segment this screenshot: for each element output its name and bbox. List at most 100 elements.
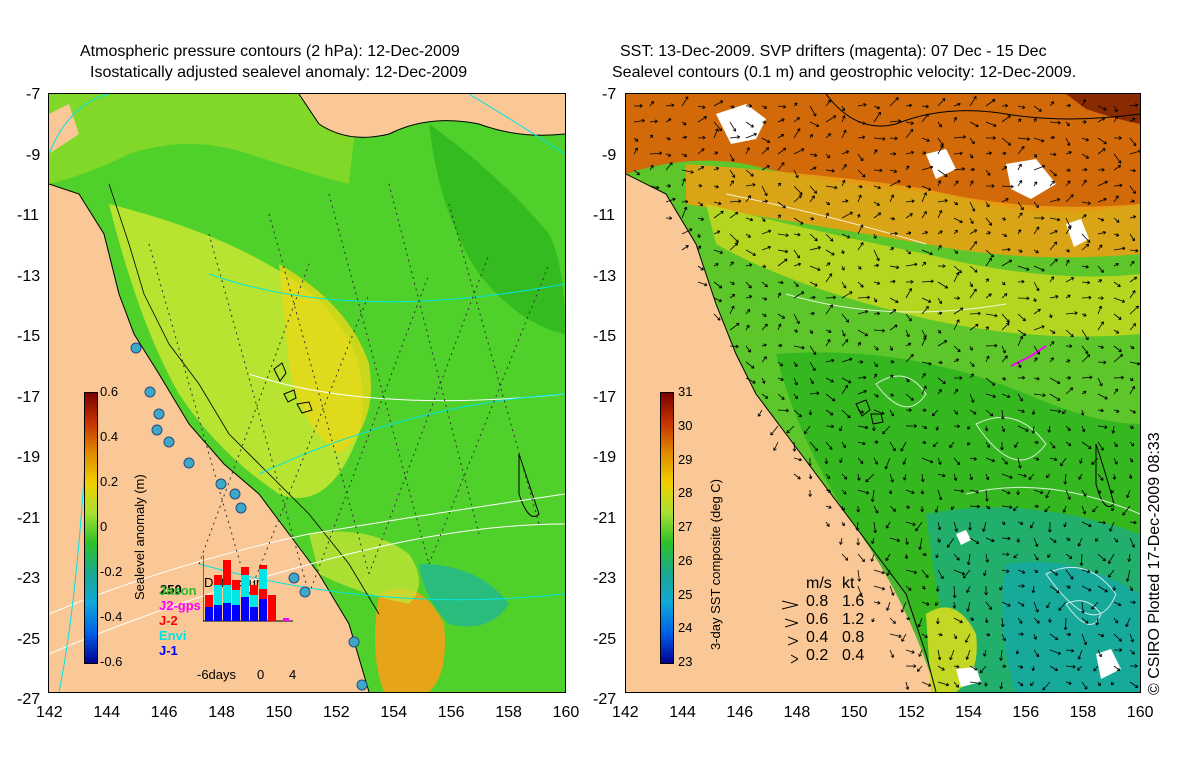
velocity-arrow bbox=[729, 233, 739, 243]
velocity-arrow bbox=[905, 313, 912, 322]
velocity-arrow bbox=[809, 361, 816, 372]
velocity-arrow bbox=[905, 537, 909, 545]
velocity-arrow bbox=[1113, 217, 1120, 223]
x-tick-right: 158 bbox=[1069, 704, 1097, 721]
velocity-arrow bbox=[953, 116, 957, 123]
velocity-arrow bbox=[985, 231, 991, 235]
velocity-arrow bbox=[1097, 117, 1106, 123]
velocity-arrow bbox=[1013, 553, 1019, 559]
velocity-arrow bbox=[1049, 180, 1055, 187]
velocity-arrow bbox=[1013, 505, 1019, 512]
velocity-arrow bbox=[952, 601, 957, 609]
velocity-arrow bbox=[1048, 617, 1052, 623]
velocity-legend-kt: 1.2 bbox=[842, 611, 865, 628]
velocity-arrow bbox=[889, 393, 894, 397]
velocity-arrow bbox=[761, 377, 766, 384]
velocity-arrow bbox=[953, 424, 961, 429]
velocity-arrow bbox=[1129, 290, 1136, 299]
velocity-arrow bbox=[1063, 521, 1067, 528]
velocity-arrow bbox=[1113, 537, 1119, 543]
velocity-arrow bbox=[1108, 553, 1115, 564]
velocity-arrow bbox=[1001, 521, 1006, 525]
velocity-arrow bbox=[697, 183, 703, 188]
velocity-arrow bbox=[825, 185, 838, 190]
velocity-arrow bbox=[1030, 521, 1035, 529]
x-tick-left: 158 bbox=[495, 704, 522, 721]
velocity-arrow bbox=[777, 361, 784, 367]
velocity-arrow bbox=[681, 153, 688, 157]
velocity-arrow bbox=[937, 198, 948, 203]
velocity-arrow bbox=[1049, 329, 1056, 334]
velocity-arrow bbox=[1113, 329, 1120, 334]
velocity-arrow bbox=[681, 135, 687, 140]
velocity-arrow bbox=[921, 569, 929, 578]
velocity-arrow bbox=[857, 553, 865, 563]
velocity-arrow bbox=[697, 233, 701, 238]
velocity-arrow bbox=[1017, 457, 1022, 469]
velocity-arrow bbox=[1109, 521, 1115, 532]
velocity-arrow bbox=[889, 194, 895, 203]
velocity-arrow bbox=[808, 409, 813, 416]
velocity-arrow bbox=[953, 633, 958, 640]
velocity-arrow bbox=[729, 169, 736, 178]
velocity-arrow bbox=[745, 295, 753, 299]
velocity-arrow bbox=[1049, 152, 1057, 157]
velocity-arrow bbox=[1065, 168, 1071, 173]
x-tick-left: 150 bbox=[265, 704, 293, 721]
right-colorbar-tick: 23 bbox=[678, 654, 693, 669]
velocity-arrow bbox=[918, 649, 923, 657]
velocity-arrow bbox=[1113, 457, 1118, 465]
velocity-arrow bbox=[937, 244, 942, 251]
velocity-arrow bbox=[1129, 537, 1135, 548]
velocity-arrow bbox=[809, 391, 820, 396]
velocity-arrow bbox=[937, 649, 942, 661]
velocity-arrow bbox=[1065, 553, 1073, 559]
velocity-arrow bbox=[1017, 361, 1022, 369]
velocity-arrow bbox=[1129, 233, 1135, 242]
x-tick-right: 160 bbox=[1126, 704, 1154, 721]
velocity-arrow bbox=[937, 297, 943, 305]
velocity-arrow bbox=[793, 102, 798, 107]
y-tick-left: -9 bbox=[26, 146, 41, 164]
velocity-arrow bbox=[761, 281, 768, 288]
velocity-arrow bbox=[985, 278, 989, 283]
velocity-arrow bbox=[901, 633, 907, 642]
velocity-arrow bbox=[985, 326, 989, 331]
velocity-legend-kt-header: kt bbox=[842, 575, 855, 592]
velocity-arrow bbox=[1017, 105, 1026, 109]
velocity-arrow bbox=[969, 537, 980, 544]
velocity-arrow bbox=[841, 473, 848, 480]
right-title-line1: SST: 13-Dec-2009. SVP drifters (magenta)… bbox=[620, 43, 1047, 60]
velocity-arrow bbox=[1065, 441, 1072, 446]
y-tick-right: -23 bbox=[593, 570, 617, 587]
velocity-arrow bbox=[966, 601, 971, 612]
velocity-arrow bbox=[825, 304, 833, 315]
velocity-arrow bbox=[1081, 179, 1087, 187]
velocity-arrow bbox=[770, 425, 779, 436]
velocity-arrow bbox=[969, 217, 974, 225]
velocity-arrow bbox=[1031, 665, 1036, 672]
data-count-xlabel-start: -6days bbox=[197, 667, 237, 682]
velocity-arrow bbox=[857, 375, 867, 380]
velocity-arrow bbox=[697, 281, 708, 287]
velocity-arrow bbox=[873, 233, 877, 239]
velocity-arrow bbox=[999, 681, 1004, 690]
velocity-arrow bbox=[1017, 409, 1025, 413]
data-count-legend-item: Envi bbox=[159, 628, 187, 643]
velocity-arrow bbox=[889, 297, 899, 304]
velocity-arrow bbox=[921, 151, 927, 156]
velocity-arrow bbox=[1049, 457, 1058, 462]
velocity-arrow bbox=[1001, 505, 1013, 509]
velocity-arrow bbox=[1017, 279, 1025, 284]
velocity-arrow bbox=[905, 489, 915, 495]
y-tick-left: -11 bbox=[17, 207, 39, 224]
right-colorbar-tick: 29 bbox=[678, 451, 693, 467]
velocity-arrow bbox=[1097, 244, 1103, 251]
velocity-arrow bbox=[745, 377, 756, 384]
velocity-arrow bbox=[1129, 520, 1137, 525]
velocity-arrow bbox=[1063, 473, 1068, 485]
velocity-arrow bbox=[681, 121, 687, 126]
velocity-arrow bbox=[873, 105, 881, 110]
velocity-arrow bbox=[1031, 425, 1036, 434]
velocity-arrow bbox=[921, 192, 927, 203]
